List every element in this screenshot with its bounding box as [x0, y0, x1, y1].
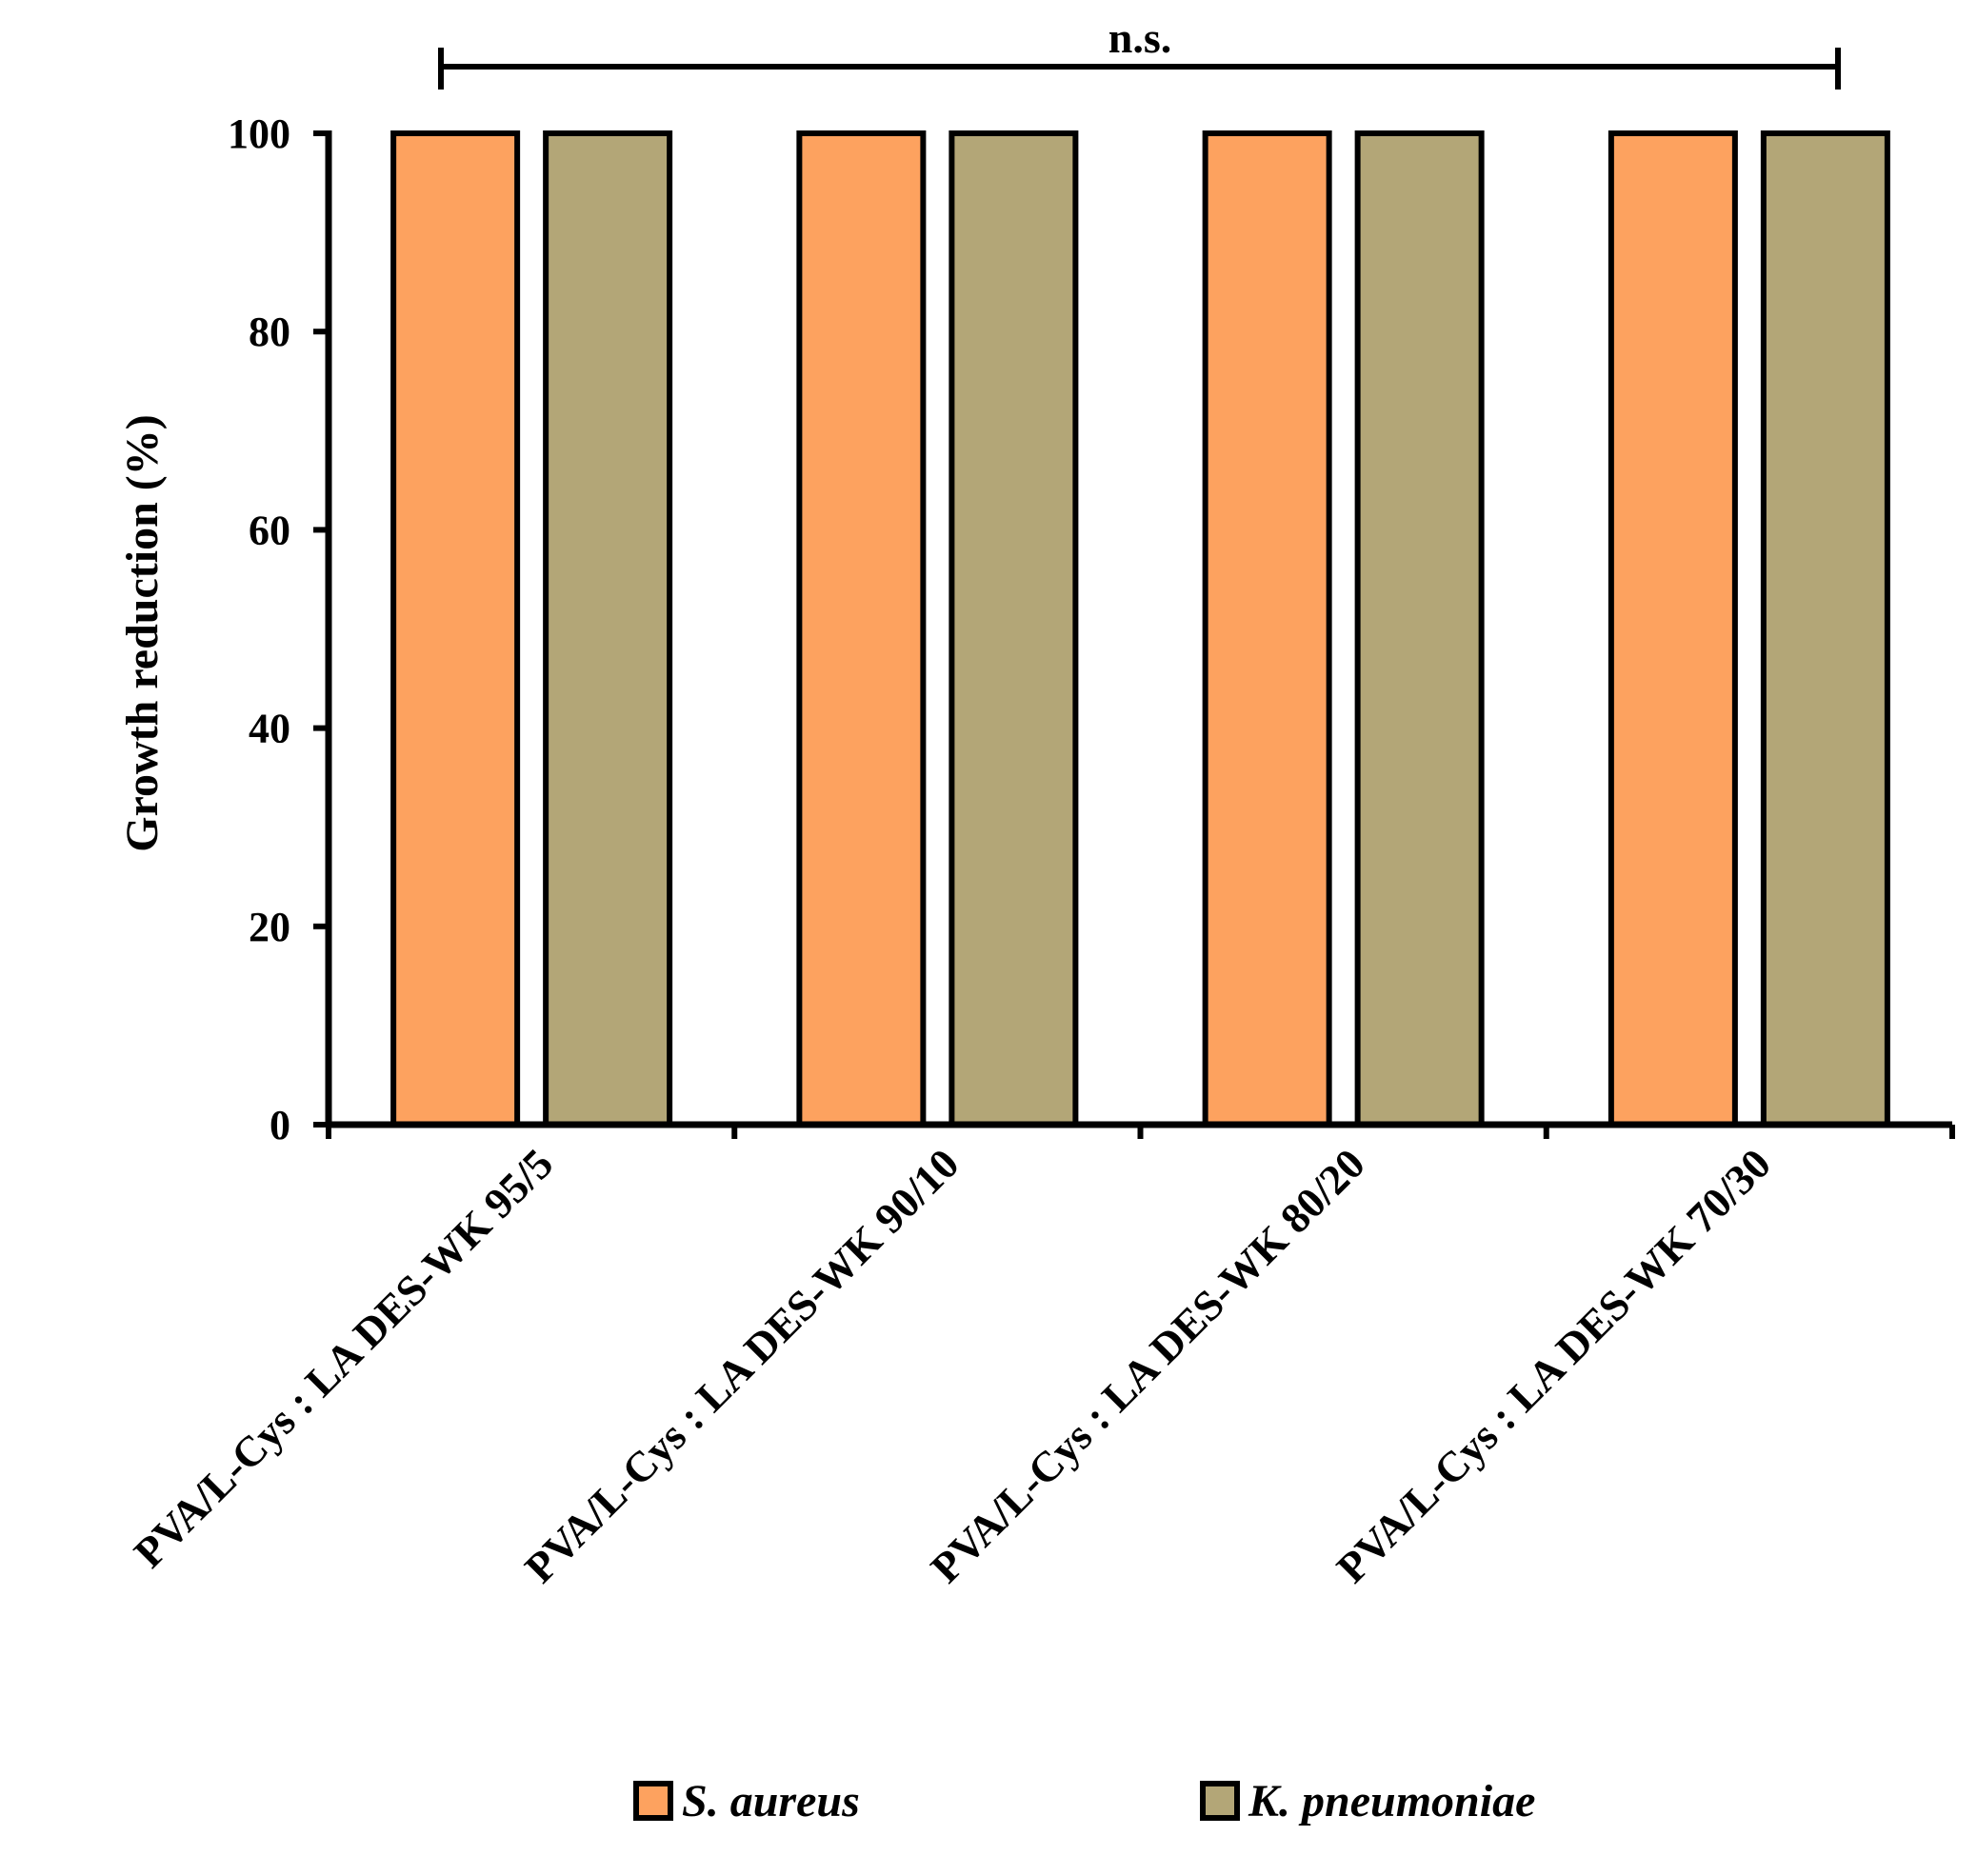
axes-group [325, 130, 1955, 1139]
y-tick-label: 80 [249, 309, 290, 355]
y-ticks-group: 0 20 40 60 80 100 [228, 110, 329, 1148]
bar-s-aureus-1 [390, 130, 521, 1128]
y-tick-label: 40 [249, 706, 290, 752]
bar-k-pneumoniae-1 [543, 130, 673, 1128]
y-tick-label: 60 [249, 507, 290, 553]
bars-group [390, 130, 1890, 1128]
significance-label: n.s. [1108, 13, 1171, 62]
bar-s-aureus-3 [1202, 130, 1332, 1128]
legend-label-1: S. aureus [682, 1776, 860, 1826]
y-tick-label: 100 [228, 110, 290, 157]
x-tick-label: PVA/L-Cys : LA DES-WK 90/10 [515, 1140, 968, 1592]
x-tick-label: PVA/L-Cys : LA DES-WK 80/20 [922, 1140, 1374, 1592]
bar-s-aureus-4 [1608, 130, 1738, 1128]
bar-k-pneumoniae-3 [1354, 130, 1485, 1128]
legend: S. aureus K. pneumoniae [633, 1776, 1535, 1826]
bar-k-pneumoniae-2 [949, 130, 1079, 1128]
x-tick-label: PVA/L-Cys : LA DES-WK 70/30 [1328, 1140, 1780, 1592]
y-axis-label: Growth reduction (%) [117, 414, 168, 852]
y-tick-label: 20 [249, 904, 290, 950]
legend-label-2: K. pneumoniae [1248, 1776, 1535, 1826]
y-tick-label: 0 [270, 1102, 290, 1148]
x-tick-label: PVA/L-Cys : LA DES-WK 95/5 [125, 1140, 562, 1577]
legend-swatch-2 [1200, 1781, 1240, 1821]
bar-s-aureus-2 [796, 130, 927, 1128]
significance-bracket: n.s. [438, 13, 1841, 90]
legend-swatch-1 [633, 1781, 673, 1821]
bar-k-pneumoniae-4 [1760, 130, 1890, 1128]
